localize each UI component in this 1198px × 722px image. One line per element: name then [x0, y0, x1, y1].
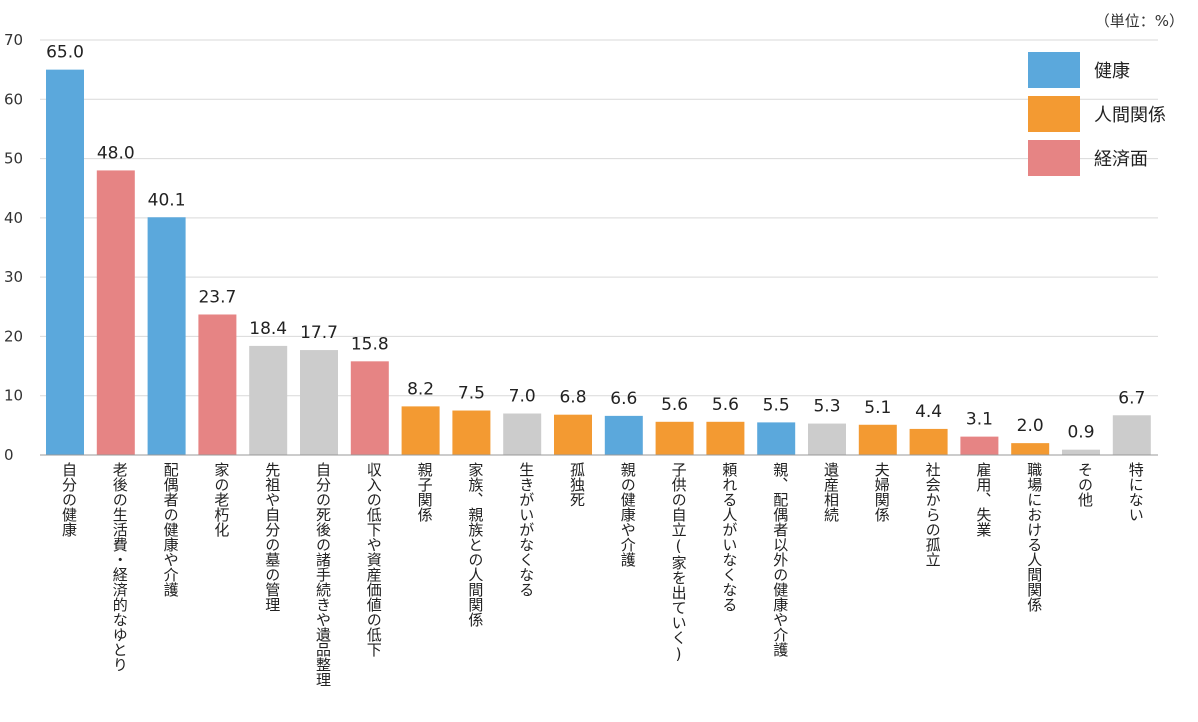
bar	[46, 69, 84, 456]
category-label: 生きがいがなくなる	[517, 462, 536, 597]
bar-value-label: 3.1	[966, 410, 993, 430]
y-tick-label: 70	[4, 31, 23, 49]
category-label: 親子関係	[415, 462, 434, 522]
bar	[706, 421, 745, 455]
bar	[300, 350, 338, 455]
bar-value-label: 5.6	[661, 395, 688, 415]
bar-value-label: 5.6	[712, 395, 739, 415]
category-label: 親の健康や介護	[618, 462, 637, 567]
category-label: 社会からの孤立	[923, 462, 942, 567]
bar-value-label: 5.1	[864, 398, 891, 418]
y-axis-ticks: 0 10 20 30 40 50 60 70	[4, 31, 23, 464]
bar-value-label: 48.0	[97, 143, 135, 163]
category-label: 配偶者の健康や介護	[161, 462, 180, 597]
bar	[249, 345, 288, 455]
bar-value-label: 17.7	[300, 323, 338, 343]
bar	[604, 415, 643, 455]
bar-value-label: 65.0	[46, 43, 84, 63]
bar-value-label: 7.0	[509, 387, 536, 407]
legend-label-economy: 経済面	[1094, 149, 1148, 170]
bar	[554, 414, 592, 455]
category-label: 特にない	[1126, 462, 1145, 522]
bar	[198, 314, 237, 455]
legend-item-relations: 人間関係	[1028, 96, 1166, 132]
bar	[452, 410, 491, 455]
bar	[147, 217, 186, 455]
bar	[909, 428, 948, 455]
bars	[46, 69, 1151, 456]
bar	[1011, 443, 1050, 455]
bar-value-label: 23.7	[198, 287, 236, 307]
legend-swatch-health	[1028, 52, 1080, 88]
bar-value-label: 0.9	[1067, 423, 1094, 443]
category-label: 自分の健康	[60, 462, 78, 537]
category-label: 子供の自立(家を出ていく)	[669, 462, 688, 663]
legend-label-relations: 人間関係	[1094, 105, 1166, 126]
y-tick-label: 30	[4, 268, 23, 286]
bar	[960, 436, 999, 455]
value-labels: 65.0 48.0 40.1 23.7 18.4 17.7 15.8 8.2 7.5 7.0 6.8…	[46, 43, 1145, 443]
bar-value-label: 6.6	[610, 389, 637, 409]
bar-value-label: 4.4	[915, 402, 942, 422]
bar	[1062, 449, 1100, 455]
bar	[401, 406, 440, 455]
y-tick-label: 60	[4, 90, 23, 108]
bar-value-label: 15.8	[351, 334, 389, 354]
y-tick-label: 10	[4, 387, 23, 405]
bar	[96, 170, 135, 455]
y-tick-label: 50	[4, 150, 23, 168]
y-tick-label: 0	[4, 446, 14, 464]
bar	[858, 424, 897, 455]
bar-value-label: 5.3	[813, 397, 840, 417]
bar-value-label: 8.2	[407, 379, 434, 399]
category-label: 職場における人間関係	[1025, 462, 1044, 612]
category-label: 孤独死	[568, 462, 586, 507]
category-label: 頼れる人がいなくなる	[720, 462, 739, 612]
category-label: 自分の死後の諸手続きや遺品整理	[314, 462, 332, 687]
category-label: 雇用、失業	[974, 462, 993, 537]
bar	[503, 413, 542, 455]
legend: 健康 人間関係 経済面	[1028, 52, 1166, 184]
category-label: 家の老朽化	[212, 462, 231, 537]
legend-item-economy: 経済面	[1028, 140, 1166, 176]
category-label: 先祖や自分の墓の管理	[263, 462, 282, 612]
category-label: 収入の低下や資産価値の低下	[364, 462, 383, 657]
category-label: 遺産相続	[822, 462, 840, 522]
y-tick-label: 40	[4, 209, 23, 227]
bar	[350, 361, 389, 455]
legend-swatch-relations	[1028, 96, 1080, 132]
legend-swatch-economy	[1028, 140, 1080, 176]
category-label: 老後の生活費・経済的なゆとり	[110, 462, 129, 672]
category-label: 親、配偶者以外の健康や介護	[771, 462, 790, 657]
bar	[808, 423, 846, 455]
category-label: 家族、親族との人間関係	[466, 462, 485, 627]
bar-value-label: 18.4	[249, 319, 287, 339]
unit-note: （単位：%）	[1094, 12, 1184, 30]
bar-value-label: 7.5	[458, 384, 485, 404]
y-tick-label: 20	[4, 327, 23, 345]
bar-value-label: 6.7	[1118, 388, 1145, 408]
bar	[757, 422, 796, 455]
bar-value-label: 5.5	[763, 395, 790, 415]
bar-value-label: 2.0	[1017, 416, 1044, 436]
bar-value-label: 40.1	[148, 190, 186, 210]
bar	[1112, 415, 1151, 455]
legend-item-health: 健康	[1028, 52, 1166, 88]
category-label: その他	[1076, 462, 1094, 507]
category-label: 夫婦関係	[872, 462, 891, 522]
legend-label-health: 健康	[1094, 61, 1130, 82]
bar-value-label: 6.8	[559, 388, 586, 408]
bar	[655, 421, 694, 455]
